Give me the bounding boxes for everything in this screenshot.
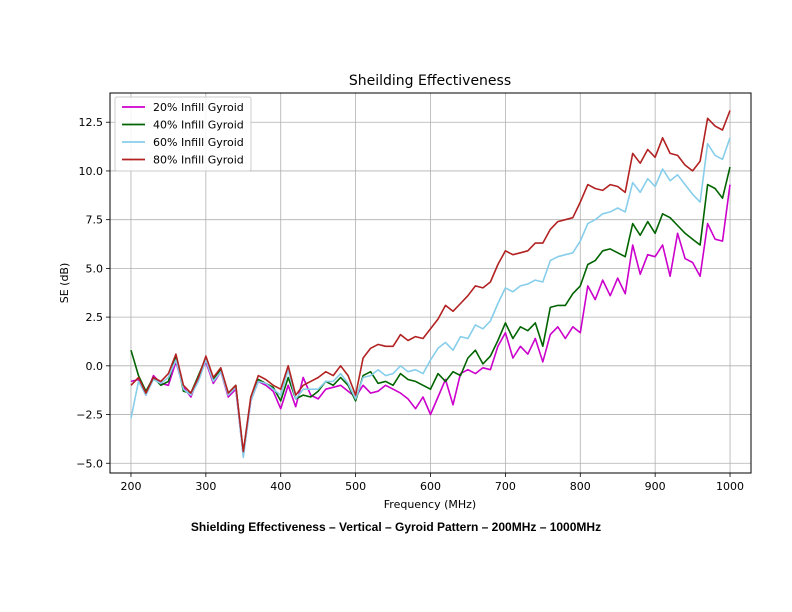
y-axis-label: SE (dB) [58, 263, 71, 304]
y-axis: −5.0 −2.5 0.0 2.5 5.0 7.5 10.0 12.5 [76, 116, 110, 470]
x-tick-label: 500 [345, 480, 366, 493]
y-tick-label: −5.0 [76, 457, 103, 470]
y-tick-label: 12.5 [79, 116, 104, 129]
x-tick-label: 200 [120, 480, 141, 493]
legend-label: 80% Infill Gyroid [153, 154, 244, 167]
figure-caption: Shielding Effectiveness – Vertical – Gyr… [190, 520, 602, 534]
legend-label: 60% Infill Gyroid [153, 136, 244, 149]
legend: 20% Infill Gyroid 40% Infill Gyroid 60% In… [114, 96, 252, 172]
x-tick-label: 800 [570, 480, 591, 493]
series-line-3 [130, 137, 731, 459]
x-tick-label: 900 [645, 480, 666, 493]
x-tick-label: 1000 [716, 480, 744, 493]
x-tick-label: 700 [495, 480, 516, 493]
grid-lines [110, 93, 751, 473]
series-line-4 [130, 110, 731, 453]
chart-title: Sheilding Effectiveness [349, 73, 511, 89]
x-tick-label: 400 [270, 480, 291, 493]
x-axis-label: Frequency (MHz) [384, 498, 476, 511]
legend-label: 40% Infill Gyroid [153, 119, 244, 132]
series-layer [130, 110, 731, 459]
y-tick-label: 10.0 [79, 165, 104, 178]
y-tick-label: 0.0 [86, 360, 104, 373]
legend-box [114, 96, 252, 172]
x-tick-label: 600 [420, 480, 441, 493]
y-tick-label: 7.5 [86, 214, 104, 227]
series-line-1 [130, 184, 731, 457]
x-axis: 200 300 400 500 600 700 800 900 1000 [120, 473, 744, 493]
y-tick-label: 5.0 [86, 262, 104, 275]
y-tick-label: 2.5 [86, 311, 104, 324]
legend-label: 20% Infill Gyroid [153, 101, 244, 114]
x-tick-label: 300 [195, 480, 216, 493]
y-tick-label: −2.5 [76, 409, 103, 422]
